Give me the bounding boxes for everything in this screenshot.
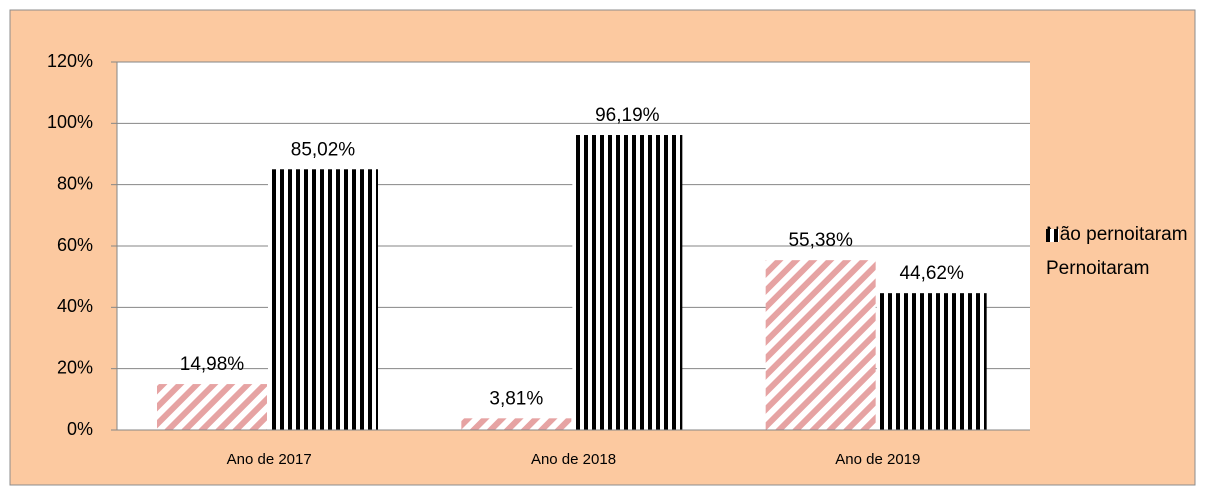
bar	[876, 293, 987, 430]
legend-swatch	[1046, 229, 1059, 242]
value-label: 85,02%	[291, 139, 356, 160]
x-tick-label: Ano de 2017	[227, 451, 312, 468]
y-tick-label: 20%	[57, 357, 93, 377]
value-label: 96,19%	[595, 105, 660, 126]
legend: Não pernoitaram Pernoitaram	[1046, 222, 1205, 290]
y-tick-label: 100%	[47, 112, 93, 132]
value-label: 14,98%	[180, 354, 245, 375]
bar	[268, 169, 378, 430]
value-label: 55,38%	[788, 230, 853, 251]
y-tick-label: 120%	[47, 51, 93, 71]
legend-item: Pernoitaram	[1046, 229, 1205, 282]
bar	[765, 260, 876, 430]
y-tick-label: 0%	[67, 419, 93, 439]
x-tick-label: Ano de 2018	[531, 451, 616, 468]
y-tick-label: 40%	[57, 296, 93, 316]
bar	[572, 135, 683, 430]
value-label: 44,62%	[899, 263, 964, 284]
value-label: 3,81%	[489, 388, 543, 409]
bar	[461, 418, 572, 430]
y-tick-label: 80%	[57, 173, 93, 193]
bar	[157, 384, 267, 430]
legend-label: Não pernoitaram	[1046, 224, 1188, 245]
y-tick-label: 60%	[57, 235, 93, 255]
legend-label: Pernoitaram	[1046, 258, 1150, 279]
legend-item: Não pernoitaram	[1046, 222, 1205, 248]
x-tick-label: Ano de 2019	[835, 451, 920, 468]
